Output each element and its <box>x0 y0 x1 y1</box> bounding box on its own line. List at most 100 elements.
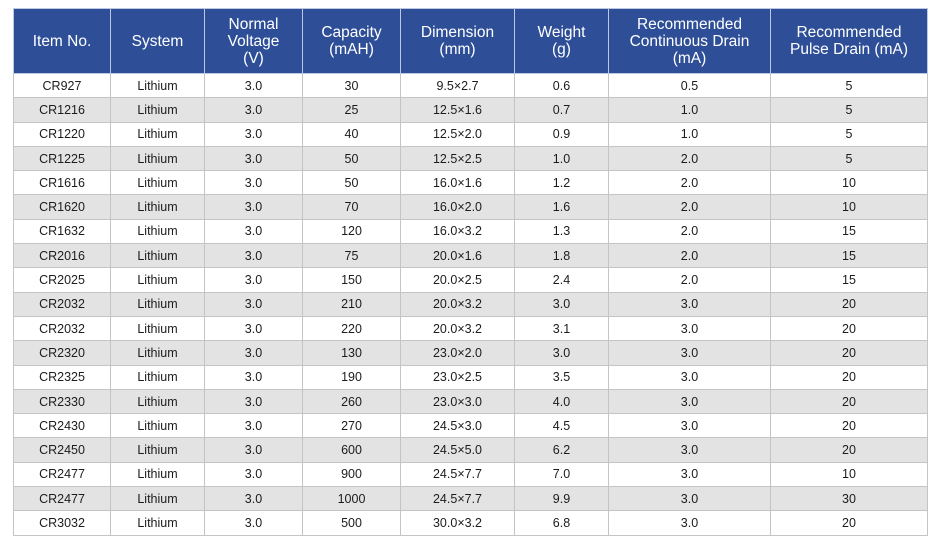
header-row: Item No. System Normal Voltage (V) Capac… <box>13 8 928 74</box>
cell-voltage: 3.0 <box>204 413 303 439</box>
cell-dimension: 23.0×3.0 <box>400 388 515 415</box>
cell-dimension: 9.5×2.7 <box>400 72 515 99</box>
cell-weight: 7.0 <box>514 461 609 488</box>
battery-spec-table: Item No. System Normal Voltage (V) Capac… <box>13 8 928 536</box>
cell-capacity: 270 <box>302 413 401 439</box>
cell-item-no: CR2430 <box>13 413 111 439</box>
cell-continuous-drain: 2.0 <box>608 267 771 293</box>
cell-weight: 4.5 <box>514 413 609 439</box>
battery-spec-table-container: Item No. System Normal Voltage (V) Capac… <box>13 8 928 536</box>
cell-pulse-drain: 30 <box>770 486 928 512</box>
cell-dimension: 12.5×2.5 <box>400 145 515 172</box>
cell-dimension: 16.0×2.0 <box>400 194 515 220</box>
cell-item-no: CR2025 <box>13 267 111 293</box>
table-row: CR2032 Lithium 3.0 220 20.0×3.2 3.1 3.0 20 <box>13 315 928 342</box>
cell-voltage: 3.0 <box>204 315 303 342</box>
cell-continuous-drain: 3.0 <box>608 315 771 342</box>
cell-pulse-drain: 5 <box>770 121 928 147</box>
table-row: CR2320 Lithium 3.0 130 23.0×2.0 3.0 3.0 20 <box>13 340 928 366</box>
cell-weight: 0.6 <box>514 72 609 99</box>
cell-weight: 4.0 <box>514 388 609 415</box>
table-row: CR1225 Lithium 3.0 50 12.5×2.5 1.0 2.0 5 <box>13 145 928 172</box>
cell-system: Lithium <box>110 315 205 342</box>
cell-system: Lithium <box>110 461 205 488</box>
cell-item-no: CR2477 <box>13 461 111 488</box>
cell-pulse-drain: 5 <box>770 97 928 123</box>
cell-capacity: 75 <box>302 243 401 269</box>
cell-voltage: 3.0 <box>204 364 303 390</box>
cell-dimension: 23.0×2.5 <box>400 364 515 390</box>
cell-item-no: CR1616 <box>13 170 111 196</box>
cell-continuous-drain: 2.0 <box>608 145 771 172</box>
cell-voltage: 3.0 <box>204 486 303 512</box>
table-row: CR3032 Lithium 3.0 500 30.0×3.2 6.8 3.0 20 <box>13 510 928 536</box>
cell-dimension: 24.5×5.0 <box>400 437 515 463</box>
cell-pulse-drain: 20 <box>770 291 928 317</box>
cell-item-no: CR2330 <box>13 388 111 415</box>
cell-capacity: 600 <box>302 437 401 463</box>
cell-system: Lithium <box>110 364 205 390</box>
cell-capacity: 210 <box>302 291 401 317</box>
cell-continuous-drain: 2.0 <box>608 243 771 269</box>
cell-system: Lithium <box>110 291 205 317</box>
cell-continuous-drain: 2.0 <box>608 218 771 245</box>
cell-continuous-drain: 1.0 <box>608 97 771 123</box>
cell-voltage: 3.0 <box>204 194 303 220</box>
header-pulse-drain: Recommended Pulse Drain (mA) <box>770 8 928 74</box>
cell-system: Lithium <box>110 413 205 439</box>
cell-voltage: 3.0 <box>204 510 303 536</box>
cell-weight: 2.4 <box>514 267 609 293</box>
cell-pulse-drain: 20 <box>770 315 928 342</box>
cell-weight: 3.0 <box>514 291 609 317</box>
cell-continuous-drain: 3.0 <box>608 364 771 390</box>
table-header: Item No. System Normal Voltage (V) Capac… <box>13 8 928 74</box>
cell-dimension: 20.0×3.2 <box>400 315 515 342</box>
table-row: CR2032 Lithium 3.0 210 20.0×3.2 3.0 3.0 20 <box>13 291 928 317</box>
cell-dimension: 23.0×2.0 <box>400 340 515 366</box>
table-row: CR2450 Lithium 3.0 600 24.5×5.0 6.2 3.0 20 <box>13 437 928 463</box>
table-row: CR1632 Lithium 3.0 120 16.0×3.2 1.3 2.0 15 <box>13 218 928 245</box>
table-row: CR2325 Lithium 3.0 190 23.0×2.5 3.5 3.0 20 <box>13 364 928 390</box>
cell-capacity: 40 <box>302 121 401 147</box>
header-capacity: Capacity (mAH) <box>302 8 401 74</box>
cell-pulse-drain: 5 <box>770 145 928 172</box>
cell-item-no: CR2032 <box>13 315 111 342</box>
cell-dimension: 20.0×2.5 <box>400 267 515 293</box>
cell-voltage: 3.0 <box>204 340 303 366</box>
cell-capacity: 70 <box>302 194 401 220</box>
cell-continuous-drain: 3.0 <box>608 340 771 366</box>
cell-voltage: 3.0 <box>204 243 303 269</box>
cell-system: Lithium <box>110 267 205 293</box>
cell-capacity: 220 <box>302 315 401 342</box>
table-row: CR2025 Lithium 3.0 150 20.0×2.5 2.4 2.0 15 <box>13 267 928 293</box>
cell-pulse-drain: 10 <box>770 170 928 196</box>
cell-continuous-drain: 0.5 <box>608 72 771 99</box>
cell-dimension: 24.5×3.0 <box>400 413 515 439</box>
cell-weight: 1.0 <box>514 145 609 172</box>
cell-weight: 0.7 <box>514 97 609 123</box>
cell-pulse-drain: 15 <box>770 267 928 293</box>
cell-voltage: 3.0 <box>204 97 303 123</box>
cell-pulse-drain: 20 <box>770 364 928 390</box>
cell-system: Lithium <box>110 97 205 123</box>
cell-dimension: 24.5×7.7 <box>400 486 515 512</box>
cell-pulse-drain: 10 <box>770 194 928 220</box>
cell-weight: 3.5 <box>514 364 609 390</box>
cell-weight: 0.9 <box>514 121 609 147</box>
cell-dimension: 12.5×1.6 <box>400 97 515 123</box>
cell-item-no: CR2325 <box>13 364 111 390</box>
table-row: CR2477 Lithium 3.0 900 24.5×7.7 7.0 3.0 10 <box>13 461 928 488</box>
cell-dimension: 20.0×3.2 <box>400 291 515 317</box>
cell-continuous-drain: 3.0 <box>608 510 771 536</box>
cell-voltage: 3.0 <box>204 267 303 293</box>
cell-pulse-drain: 15 <box>770 218 928 245</box>
cell-voltage: 3.0 <box>204 145 303 172</box>
cell-weight: 3.1 <box>514 315 609 342</box>
cell-pulse-drain: 10 <box>770 461 928 488</box>
cell-weight: 9.9 <box>514 486 609 512</box>
cell-voltage: 3.0 <box>204 291 303 317</box>
table-row: CR1216 Lithium 3.0 25 12.5×1.6 0.7 1.0 5 <box>13 97 928 123</box>
header-item-no: Item No. <box>13 8 111 74</box>
cell-weight: 1.3 <box>514 218 609 245</box>
header-continuous-drain: Recommended Continuous Drain (mA) <box>608 8 771 74</box>
